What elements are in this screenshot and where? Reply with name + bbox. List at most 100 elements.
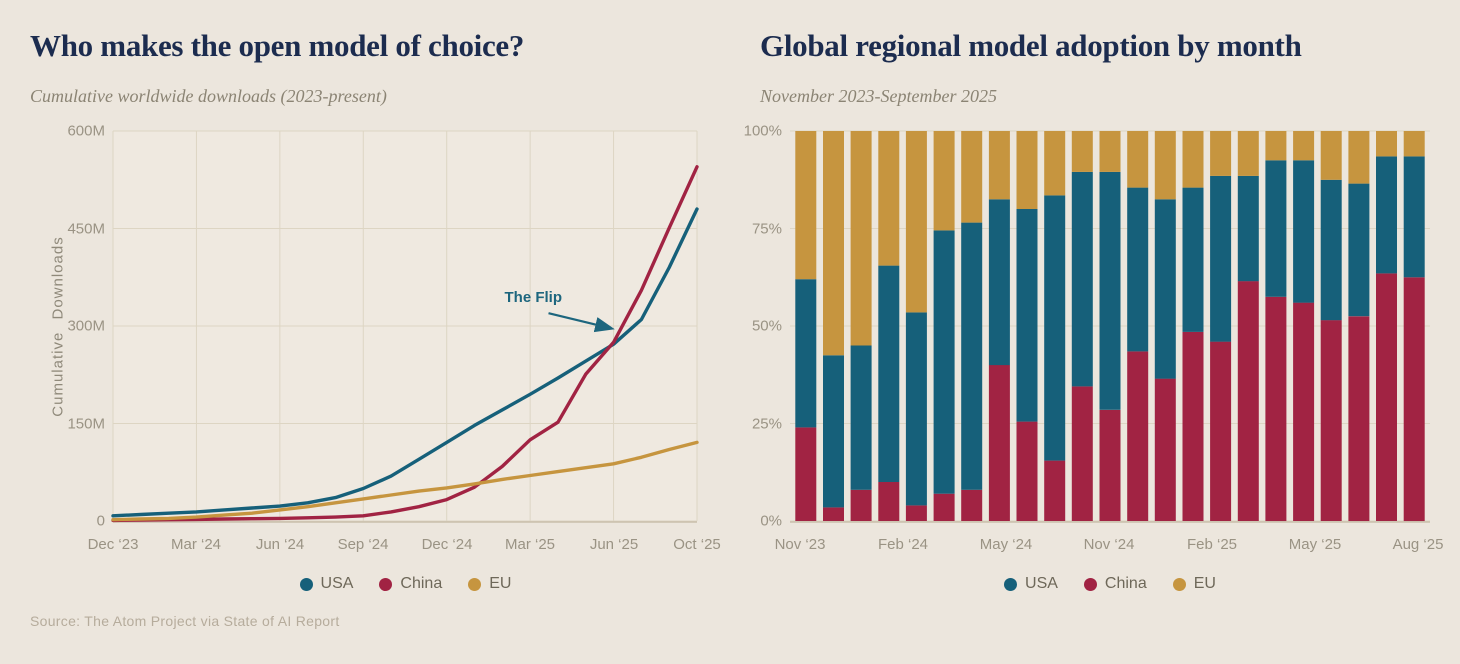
legend-item-china: China bbox=[1083, 575, 1147, 593]
china-bar-segment bbox=[1237, 281, 1259, 521]
x-tick-label: Aug ‘25 bbox=[1392, 536, 1444, 553]
eu-bar-segment bbox=[1182, 131, 1204, 188]
usa-bar-segment bbox=[1127, 187, 1149, 352]
usa-bar-segment bbox=[1265, 160, 1287, 297]
right-legend: USA China EU bbox=[790, 573, 1430, 595]
usa-bar-segment bbox=[1154, 199, 1176, 379]
usa-bar-segment bbox=[961, 222, 983, 490]
x-tick-label: Nov ‘24 bbox=[1083, 536, 1135, 553]
usa-line bbox=[111, 207, 699, 518]
eu-bar-segment bbox=[795, 131, 817, 280]
usa-bar-segment bbox=[1099, 171, 1121, 410]
y-tick-label: 450M bbox=[67, 220, 105, 238]
legend-item-usa: USA bbox=[299, 575, 354, 593]
china-bar-segment bbox=[1127, 351, 1149, 521]
eu-bar-segment bbox=[1265, 131, 1287, 161]
china-bar-segment bbox=[795, 427, 817, 521]
usa-bar-segment bbox=[878, 265, 900, 482]
eu-line bbox=[111, 440, 699, 522]
china-bar-segment bbox=[1016, 421, 1038, 521]
y-tick-label: 300M bbox=[67, 317, 105, 335]
china-legend-dot bbox=[1083, 577, 1097, 591]
eu-bar-segment bbox=[1320, 131, 1342, 180]
x-tick-label: May ‘24 bbox=[979, 536, 1033, 553]
usa-legend-dot bbox=[299, 577, 313, 591]
usa-bar-segment bbox=[1237, 175, 1259, 282]
x-tick-label: Mar ‘25 bbox=[504, 536, 556, 553]
flip-annotation-arrow bbox=[548, 312, 615, 333]
china-bar-segment bbox=[1376, 273, 1397, 521]
eu-bar-segment bbox=[1210, 131, 1232, 176]
legend-label: China bbox=[1104, 575, 1147, 592]
legend-label: China bbox=[400, 575, 443, 592]
x-tick-label: Feb ‘25 bbox=[1186, 536, 1238, 553]
china-bar-segment bbox=[988, 365, 1010, 521]
eu-bar-segment bbox=[961, 131, 983, 223]
x-tick-label: Oct ‘25 bbox=[673, 536, 721, 553]
usa-bar-segment bbox=[933, 230, 955, 494]
legend-label: USA bbox=[320, 575, 354, 592]
x-tick-label: Jun ‘25 bbox=[589, 536, 639, 553]
china-bar-segment bbox=[1348, 316, 1370, 522]
china-bar-segment bbox=[933, 493, 955, 521]
usa-bar-segment bbox=[795, 279, 817, 428]
china-bar-segment bbox=[1071, 386, 1093, 521]
usa-bar-segment bbox=[823, 355, 844, 508]
eu-bar-segment bbox=[1016, 131, 1038, 209]
y-tick-label: 75% bbox=[751, 220, 782, 238]
eu-bar-segment bbox=[988, 131, 1010, 200]
china-bar-segment bbox=[961, 489, 983, 521]
x-tick-label: Sep ‘24 bbox=[337, 536, 389, 553]
china-legend-dot bbox=[379, 577, 393, 591]
legend-item-eu: EU bbox=[468, 575, 511, 593]
y-tick-label: 100% bbox=[743, 122, 782, 140]
eu-bar-segment bbox=[1154, 131, 1176, 200]
legend-item-china: China bbox=[379, 575, 442, 593]
china-bar-segment bbox=[878, 482, 900, 521]
right-chart-subtitle: November 2023-September 2025 bbox=[760, 86, 997, 106]
y-tick-label: 0 bbox=[96, 512, 105, 530]
y-tick-label: 25% bbox=[751, 415, 782, 433]
y-tick-label: 600M bbox=[67, 122, 105, 140]
usa-bar-segment bbox=[850, 345, 872, 490]
right-chart-title: Global regional model adoption by month bbox=[760, 28, 1302, 63]
legend-item-eu: EU bbox=[1172, 575, 1216, 593]
eu-legend-dot bbox=[1172, 577, 1186, 591]
china-bar-segment bbox=[1099, 409, 1121, 521]
x-tick-label: Mar ‘24 bbox=[170, 536, 222, 553]
eu-bar-segment bbox=[1403, 131, 1425, 157]
x-tick-label: May ‘25 bbox=[1288, 536, 1342, 553]
legend-item-usa: USA bbox=[1004, 575, 1058, 593]
usa-bar-segment bbox=[1182, 187, 1204, 332]
usa-bar-segment bbox=[1293, 160, 1315, 303]
y-tick-label: 150M bbox=[67, 415, 105, 433]
china-bar-segment bbox=[1044, 460, 1066, 521]
eu-bar-segment bbox=[1071, 131, 1093, 172]
eu-bar-segment bbox=[1293, 131, 1315, 161]
legend-label: EU bbox=[489, 575, 512, 592]
china-bar-segment bbox=[1293, 302, 1315, 521]
eu-bar-segment bbox=[1348, 131, 1370, 184]
charts-svg bbox=[111, 130, 1430, 523]
x-tick-label: Nov ‘23 bbox=[774, 536, 826, 553]
left-legend: USA China EU bbox=[113, 573, 698, 595]
usa-bar-segment bbox=[1210, 175, 1232, 342]
eu-bar-segment bbox=[1044, 131, 1066, 196]
eu-legend-dot bbox=[468, 577, 482, 591]
legend-label: EU bbox=[1193, 575, 1216, 592]
eu-bar-segment bbox=[1099, 131, 1121, 172]
left-chart-title: Who makes the open model of choice? bbox=[30, 28, 525, 63]
china-line bbox=[111, 165, 699, 523]
eu-bar-segment bbox=[850, 131, 872, 346]
china-bar-segment bbox=[1265, 296, 1287, 522]
china-bar-segment bbox=[905, 505, 927, 521]
china-bar-segment bbox=[850, 489, 872, 521]
usa-bar-segment bbox=[1071, 171, 1093, 387]
usa-bar-segment bbox=[1320, 179, 1342, 321]
usa-legend-dot bbox=[1004, 577, 1018, 591]
eu-bar-segment bbox=[823, 131, 844, 356]
eu-bar-segment bbox=[878, 131, 900, 266]
usa-bar-segment bbox=[1016, 209, 1038, 422]
china-bar-segment bbox=[1210, 341, 1232, 521]
usa-bar-segment bbox=[905, 312, 927, 506]
